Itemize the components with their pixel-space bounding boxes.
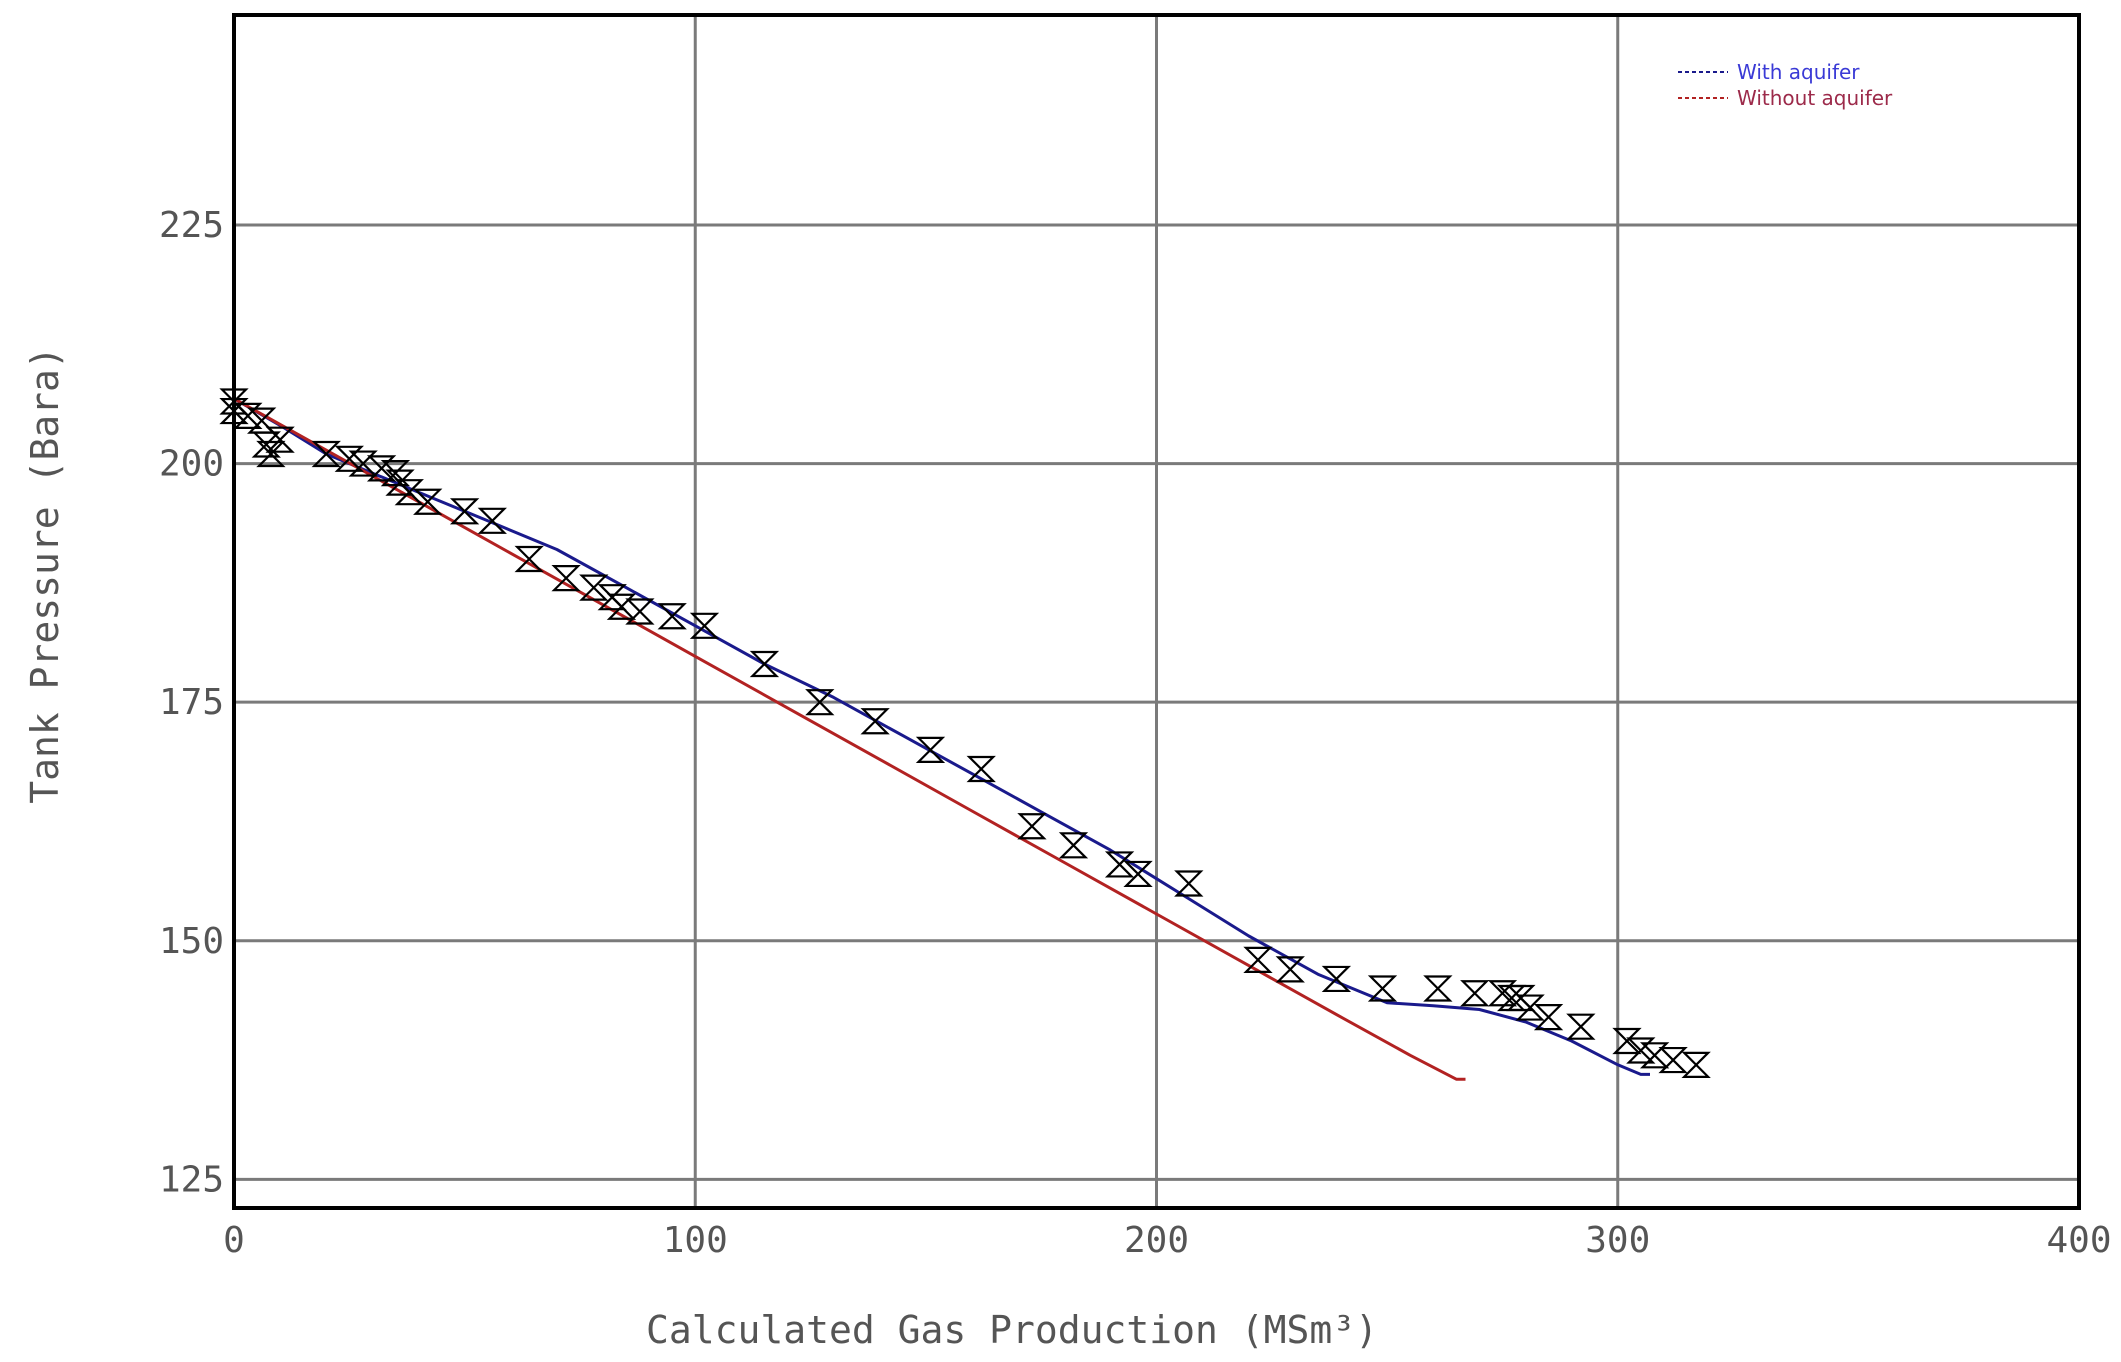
x-tick-label: 400	[2046, 1220, 2111, 1261]
y-tick-label: 175	[159, 682, 224, 723]
data-point-marker	[1460, 980, 1490, 1007]
legend: With aquifer Without aquifer	[1678, 60, 1893, 110]
y-axis-title: Tank Pressure (Bara)	[23, 346, 67, 804]
data-point-marker	[1275, 956, 1305, 983]
data-point-marker	[413, 488, 443, 515]
y-tick-label: 200	[159, 444, 224, 485]
data-point-marker	[348, 450, 378, 477]
data-point-marker	[689, 612, 720, 639]
data-point-marker	[1017, 813, 1047, 840]
plot-area-frame	[232, 13, 2081, 1210]
data-point-marker	[1639, 1042, 1670, 1069]
data-point-marker	[805, 689, 835, 716]
data-point-marker	[915, 736, 946, 763]
legend-label-with-aquifer: With aquifer	[1737, 60, 1860, 84]
legend-label-without-aquifer: Without aquifer	[1737, 86, 1893, 110]
data-point-marker	[860, 708, 890, 735]
data-point-marker	[1533, 1004, 1564, 1031]
x-tick-label: 0	[223, 1220, 245, 1261]
data-point-marker	[1612, 1027, 1642, 1055]
x-axis-title: Calculated Gas Production (MSm³)	[646, 1308, 1378, 1352]
data-point-marker	[514, 545, 544, 573]
data-point-marker	[1658, 1046, 1688, 1074]
data-point-marker	[265, 426, 295, 453]
data-point-marker	[1681, 1051, 1711, 1078]
data-point-marker	[1104, 851, 1135, 878]
y-tick-label: 125	[159, 1159, 224, 1200]
data-point-marker	[749, 650, 780, 678]
gridlines	[234, 15, 2079, 1208]
data-point-marker	[1058, 832, 1089, 859]
y-tick-labels: 125 150 175 200 225	[159, 205, 224, 1200]
data-point-marker	[1321, 965, 1352, 993]
series-line-without-aquifer	[233, 397, 1466, 1081]
data-point-marker	[1423, 975, 1453, 1002]
data-point-marker	[380, 460, 411, 487]
data-point-marker	[1515, 994, 1545, 1021]
data-point-marker	[966, 755, 996, 783]
data-markers	[219, 388, 1711, 1078]
data-point-marker	[311, 440, 341, 468]
y-tick-label: 150	[159, 921, 224, 962]
data-point-marker	[256, 440, 286, 468]
series-line-with-aquifer	[233, 397, 1650, 1076]
data-point-marker	[219, 397, 249, 425]
data-point-marker	[366, 455, 397, 482]
data-point-marker	[579, 574, 609, 601]
x-tick-label: 300	[1585, 1220, 1650, 1261]
data-point-marker	[657, 603, 687, 630]
data-point-marker	[1174, 870, 1204, 897]
x-tick-label: 100	[663, 1220, 728, 1261]
x-tick-labels: 0 100 200 300 400	[223, 1220, 2111, 1261]
data-point-marker	[247, 407, 277, 434]
data-point-marker	[334, 445, 364, 472]
data-point-marker	[1243, 946, 1273, 973]
x-tick-label: 200	[1124, 1220, 1189, 1261]
data-point-marker	[1626, 1037, 1656, 1064]
data-point-marker	[449, 498, 480, 525]
data-point-marker	[1566, 1013, 1596, 1040]
data-point-marker	[394, 479, 424, 506]
data-point-marker	[1123, 860, 1153, 888]
data-point-marker	[551, 564, 581, 592]
data-point-marker	[1367, 975, 1398, 1002]
data-point-marker	[625, 598, 655, 625]
y-tick-label: 225	[159, 205, 224, 246]
data-point-marker	[606, 593, 637, 620]
data-point-marker	[477, 507, 507, 534]
data-point-marker	[1487, 980, 1518, 1007]
